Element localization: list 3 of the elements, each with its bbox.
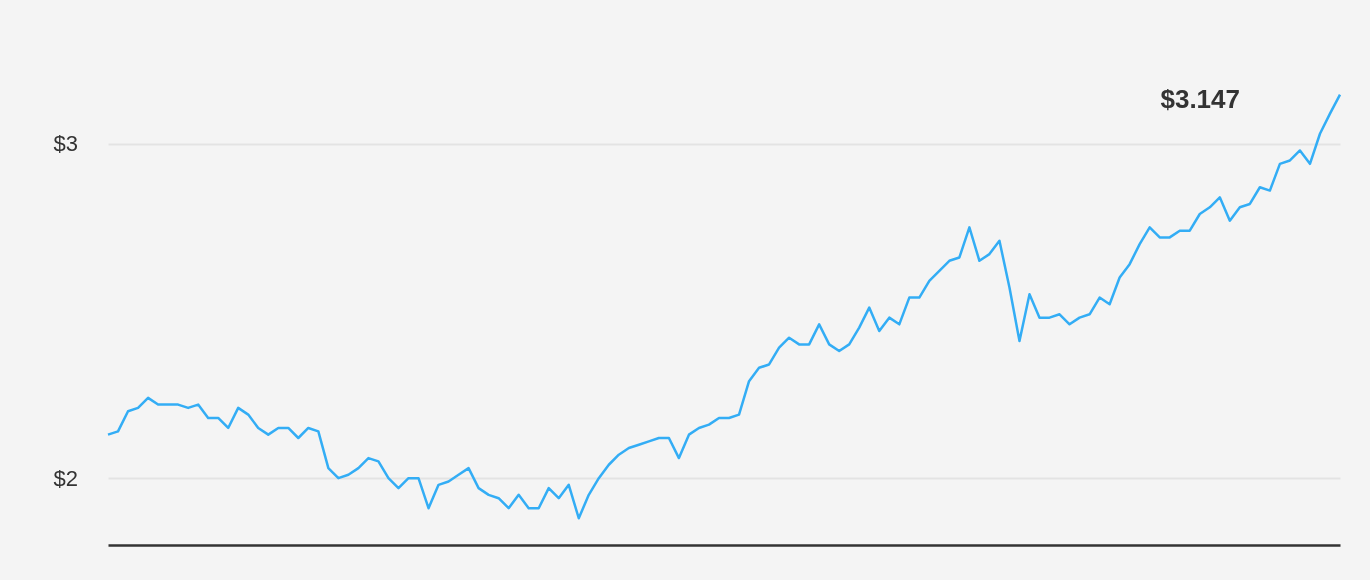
annotation: $3.147: [1160, 83, 1240, 114]
y-tick-label: $3: [53, 131, 78, 157]
y-tick-label: $2: [53, 465, 78, 491]
